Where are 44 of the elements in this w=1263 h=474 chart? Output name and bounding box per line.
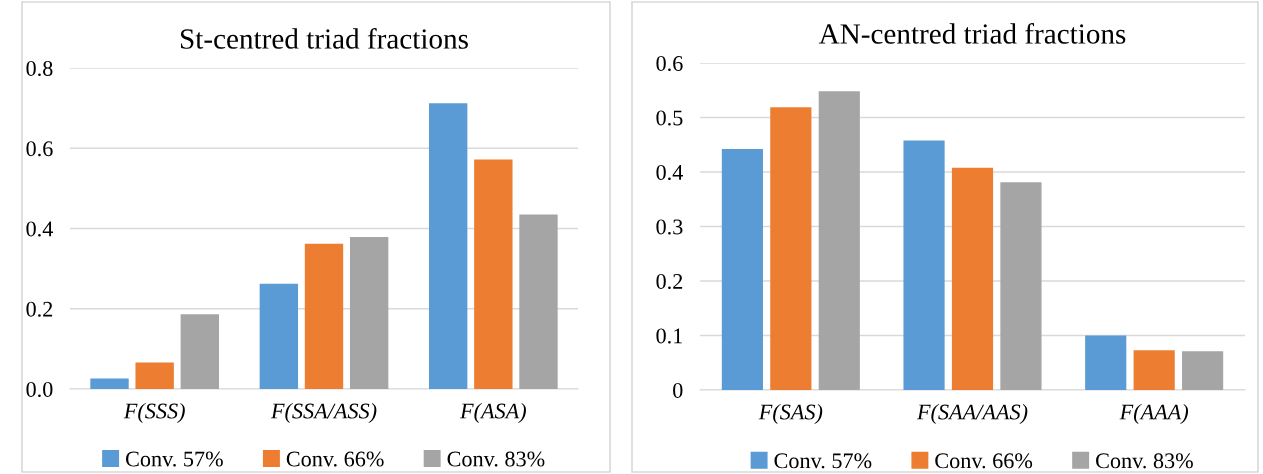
y-tick-label: 0.3: [656, 219, 683, 235]
legend-label: Conv. 83%: [1096, 453, 1193, 469]
bar: [818, 91, 860, 390]
x-tick-label: F(AAA): [1119, 403, 1189, 425]
y-tick-label: 0.1: [656, 328, 682, 344]
bar: [519, 214, 558, 389]
bar: [1085, 335, 1127, 390]
bar: [951, 167, 994, 390]
y-tick-label: 0.4: [656, 164, 683, 181]
bar: [474, 159, 513, 389]
bar: [135, 362, 174, 389]
y-tick-label: 0.2: [656, 273, 683, 290]
y-tick-label: 0.5: [656, 110, 683, 126]
x-tick-label: F(SAA/AAS): [916, 403, 1028, 425]
bar: [90, 378, 129, 389]
bar: [304, 243, 344, 389]
legend-label: Conv. 57%: [774, 453, 872, 469]
bar: [1182, 351, 1224, 390]
bar: [1000, 182, 1042, 390]
y-tick-label: 0: [673, 382, 683, 398]
bar: [1133, 350, 1175, 390]
bar: [428, 103, 468, 389]
y-tick-label: 0.6: [26, 141, 53, 157]
x-tick-label: F(SAS): [758, 403, 823, 425]
legend-label: Conv. 66%: [935, 453, 1033, 469]
bar: [721, 149, 763, 390]
chart-title: St-centred triad fractions: [180, 28, 468, 49]
x-tick-label: F(ASA): [459, 402, 526, 424]
bar: [770, 107, 812, 390]
y-tick-label: 0.0: [26, 381, 53, 398]
bar: [259, 283, 299, 389]
y-tick-label: 0.4: [26, 221, 53, 237]
x-tick-label: F(SSA/ASS): [270, 402, 377, 424]
bar: [903, 140, 945, 390]
chart-title: AN-centred triad fractions: [818, 23, 1126, 44]
bar: [349, 236, 389, 389]
y-tick-label: 0.2: [26, 301, 53, 317]
y-tick-label: 0.8: [26, 60, 53, 77]
legend-label: Conv. 57%: [125, 451, 223, 467]
x-tick-label: F(SSS): [123, 402, 185, 424]
bar: [180, 314, 220, 389]
y-tick-label: 0.6: [656, 55, 683, 72]
legend-label: Conv. 83%: [447, 451, 545, 467]
legend-label: Conv. 66%: [286, 451, 384, 467]
